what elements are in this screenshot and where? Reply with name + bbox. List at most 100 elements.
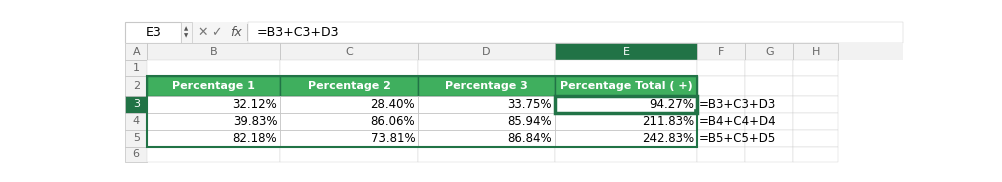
Bar (744, 113, 793, 130)
Bar (554, 76, 696, 96)
Bar (554, 96, 696, 113)
Text: 73.81%: 73.81% (370, 132, 415, 145)
Bar (147, 147, 281, 162)
Bar (147, 96, 281, 113)
Bar (281, 130, 418, 147)
Bar (281, 113, 418, 130)
Bar (554, 113, 696, 130)
Text: 242.83%: 242.83% (641, 132, 693, 145)
Bar (281, 147, 418, 162)
Text: fx: fx (230, 26, 241, 39)
Text: ✕: ✕ (197, 26, 208, 39)
Bar (696, 43, 744, 60)
Bar (554, 130, 696, 147)
Text: 33.75%: 33.75% (507, 98, 551, 111)
Text: E: E (622, 47, 629, 57)
Bar (696, 96, 744, 113)
Bar (744, 76, 793, 96)
Text: 4: 4 (132, 116, 139, 126)
Bar (554, 76, 696, 96)
Bar (554, 96, 696, 113)
Text: ▼: ▼ (184, 34, 188, 39)
Bar (693, 109, 697, 113)
Bar (125, 96, 147, 113)
Bar (793, 60, 838, 76)
Bar (147, 76, 281, 96)
Bar (147, 76, 696, 147)
Text: ✓: ✓ (211, 26, 221, 39)
Text: 86.84%: 86.84% (506, 132, 551, 145)
Text: C: C (345, 47, 353, 57)
Text: =B3+C3+D3: =B3+C3+D3 (698, 98, 776, 111)
Bar (418, 113, 554, 130)
Bar (125, 43, 902, 60)
Bar (696, 130, 744, 147)
Text: =B4+C4+D4: =B4+C4+D4 (698, 115, 776, 128)
Bar (793, 113, 838, 130)
Text: 28.40%: 28.40% (370, 98, 415, 111)
Bar (181, 22, 191, 43)
Bar (125, 22, 902, 43)
Bar (418, 96, 554, 113)
Bar (418, 76, 554, 96)
Bar (418, 76, 554, 96)
Bar (554, 113, 696, 130)
Bar (281, 96, 418, 113)
Bar (793, 130, 838, 147)
Bar (418, 130, 554, 147)
Bar (147, 113, 281, 130)
Text: Percentage Total ( +): Percentage Total ( +) (559, 81, 691, 91)
Bar (147, 96, 281, 113)
Text: Percentage 3: Percentage 3 (445, 81, 527, 91)
Text: 211.83%: 211.83% (641, 115, 693, 128)
Bar (125, 130, 147, 147)
Bar (744, 130, 793, 147)
Text: G: G (765, 47, 773, 57)
Text: 1: 1 (132, 63, 139, 73)
Bar (281, 76, 418, 96)
Bar (793, 43, 838, 60)
Text: F: F (717, 47, 723, 57)
Bar (554, 130, 696, 147)
Bar (281, 130, 418, 147)
Bar (793, 76, 838, 96)
Bar (147, 130, 281, 147)
Bar (554, 147, 696, 162)
Bar (247, 22, 902, 43)
Bar (554, 96, 696, 113)
Text: =B3+C3+D3: =B3+C3+D3 (257, 26, 339, 39)
Text: 5: 5 (132, 133, 139, 143)
Bar (696, 113, 744, 130)
Bar (125, 147, 147, 162)
Bar (125, 60, 147, 76)
Bar (125, 22, 181, 43)
Bar (793, 96, 838, 113)
Bar (744, 147, 793, 162)
Text: 32.12%: 32.12% (232, 98, 277, 111)
Text: 82.18%: 82.18% (232, 132, 277, 145)
Text: ▲: ▲ (184, 27, 188, 32)
Bar (418, 147, 554, 162)
Bar (418, 60, 554, 76)
Text: 86.06%: 86.06% (370, 115, 415, 128)
Bar (744, 96, 793, 113)
Bar (147, 130, 281, 147)
Bar (147, 76, 281, 96)
Bar (281, 60, 418, 76)
Text: 2: 2 (132, 81, 139, 91)
Text: =B5+C5+D5: =B5+C5+D5 (698, 132, 776, 145)
Bar (793, 147, 838, 162)
Bar (696, 76, 744, 96)
Text: Percentage 1: Percentage 1 (172, 81, 255, 91)
Text: 6: 6 (132, 149, 139, 159)
Bar (125, 76, 147, 96)
Bar (744, 43, 793, 60)
Text: Percentage 2: Percentage 2 (308, 81, 391, 91)
Text: 39.83%: 39.83% (232, 115, 277, 128)
Bar (696, 60, 744, 76)
Text: B: B (209, 47, 217, 57)
Text: 3: 3 (132, 99, 139, 109)
Text: 94.27%: 94.27% (648, 98, 693, 111)
Text: E3: E3 (145, 26, 161, 39)
Bar (147, 43, 281, 60)
